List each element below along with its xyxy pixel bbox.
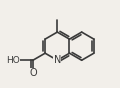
Text: N: N xyxy=(54,55,61,65)
Text: O: O xyxy=(29,68,37,78)
Text: HO: HO xyxy=(6,56,20,65)
